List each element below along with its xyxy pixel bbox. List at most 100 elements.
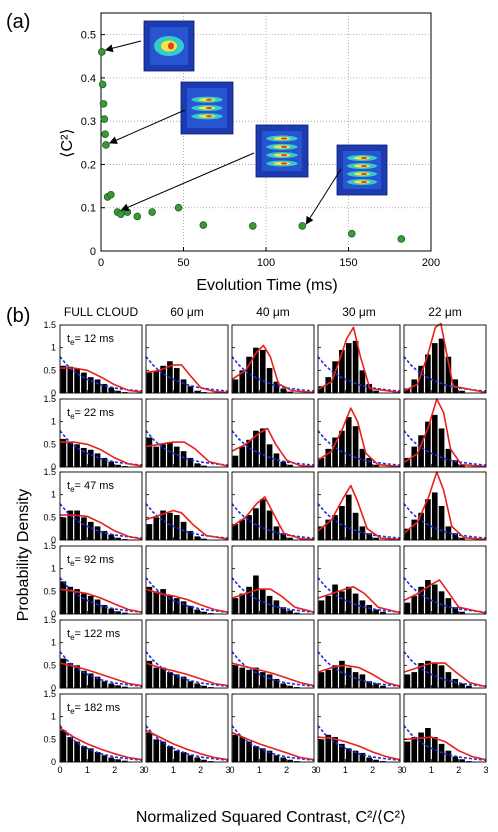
- subplot-frame: [317, 398, 401, 468]
- y-tick-label: 1.5: [43, 320, 56, 330]
- subplot-frame: [59, 324, 143, 394]
- histogram-bar: [404, 457, 411, 467]
- subplot-area: [318, 620, 400, 688]
- x-tick-label: 0: [98, 257, 104, 269]
- subplot-area: [146, 472, 228, 540]
- histogram-bar: [74, 510, 80, 540]
- histogram-bar: [167, 672, 173, 688]
- histogram-bar: [187, 530, 194, 540]
- subplot: [317, 693, 401, 763]
- exponential-curve: [403, 577, 487, 613]
- data-point: [100, 115, 109, 123]
- x-tick-label: 3: [225, 765, 230, 775]
- histogram-bar: [146, 372, 153, 393]
- subplot-frame: [231, 619, 315, 689]
- row-label: te= 122 ms: [67, 628, 121, 642]
- panel-a-xlabel: Evolution Time (ms): [196, 277, 337, 294]
- histogram-bar: [366, 604, 373, 614]
- model-curve: [317, 736, 401, 761]
- histogram-bar: [345, 343, 352, 393]
- histogram-bar: [325, 595, 332, 614]
- histogram-bar: [94, 599, 101, 614]
- x-tick-label: 3: [483, 765, 488, 775]
- histogram-bar: [373, 537, 379, 540]
- histogram-bar: [67, 737, 74, 762]
- histogram-bar: [153, 446, 160, 467]
- subplot-area: [60, 399, 142, 467]
- histogram-bar: [445, 448, 452, 467]
- histogram-bar: [67, 442, 74, 467]
- histogram-bar: [232, 455, 239, 467]
- histogram-bar: [74, 444, 80, 467]
- histogram-bar: [287, 391, 293, 393]
- inset-fringe-peak: [280, 137, 288, 140]
- plot-frame: [100, 12, 432, 252]
- histogram-bar: [122, 760, 128, 762]
- histogram-bar: [339, 430, 345, 467]
- data-point: [101, 130, 109, 138]
- histogram-bar: [366, 681, 373, 688]
- subplot: [231, 471, 315, 541]
- inset-t3: [180, 81, 234, 135]
- exponential-curve: [231, 356, 315, 392]
- panel-a-label: (a): [6, 11, 30, 33]
- histogram-bar: [180, 601, 187, 614]
- y-tick-label: 0.5: [43, 365, 56, 375]
- histogram-bar: [122, 392, 128, 393]
- inset-arrow: [109, 109, 186, 144]
- histogram-bar: [81, 670, 87, 688]
- subplot-area: [146, 546, 228, 614]
- histogram-bar: [431, 343, 438, 393]
- histogram-bar: [352, 750, 359, 762]
- histogram-bar: [359, 600, 366, 614]
- subplot-frame: [59, 693, 143, 763]
- subplot: [231, 398, 315, 468]
- histogram-bar: [201, 538, 207, 540]
- subplot-area: [404, 620, 486, 688]
- histogram-bar: [173, 674, 180, 688]
- histogram-bar: [339, 349, 345, 393]
- exponential-curve: [231, 503, 315, 539]
- histogram-bar: [239, 370, 246, 393]
- histogram-bar: [280, 757, 287, 762]
- histogram-bar: [273, 755, 280, 762]
- exponential-curve: [59, 356, 143, 392]
- subplot: [145, 619, 229, 689]
- histogram-bar: [101, 383, 108, 393]
- histogram-bar: [418, 435, 424, 467]
- histogram-bar: [81, 517, 87, 540]
- model-curve: [59, 727, 143, 761]
- histogram-bar: [352, 426, 359, 467]
- data-point: [298, 222, 307, 230]
- subplot-frame: [59, 545, 143, 615]
- histogram-bar: [266, 368, 273, 393]
- inset-arrow: [305, 168, 342, 225]
- histogram-bar: [359, 674, 366, 688]
- y-tick-label: 1.5: [43, 467, 56, 477]
- y-tick-label: 0: [51, 462, 56, 472]
- histogram-bar: [108, 534, 115, 540]
- subplot-frame: [231, 324, 315, 394]
- data-point: [98, 48, 106, 56]
- subplot: [145, 471, 229, 541]
- histogram-bar: [60, 517, 67, 540]
- subplot-area: [60, 472, 142, 540]
- histogram-bar: [167, 746, 173, 762]
- exponential-curve: [317, 725, 401, 761]
- histogram-bar: [246, 439, 252, 467]
- subplot-area: [232, 472, 314, 540]
- histogram-bar: [373, 759, 379, 762]
- histogram-bar: [418, 586, 424, 614]
- histogram-bar: [452, 607, 459, 614]
- inset-fringe-peak: [205, 106, 213, 110]
- histogram-bar: [404, 388, 411, 393]
- histogram-bar: [246, 356, 252, 393]
- subplot: [231, 545, 315, 615]
- subplot-area: [318, 694, 400, 762]
- histogram-bar: [280, 533, 287, 540]
- subplot: [317, 619, 401, 689]
- histogram-bar: [294, 612, 300, 614]
- histogram-bar: [74, 665, 80, 688]
- data-point: [397, 235, 406, 243]
